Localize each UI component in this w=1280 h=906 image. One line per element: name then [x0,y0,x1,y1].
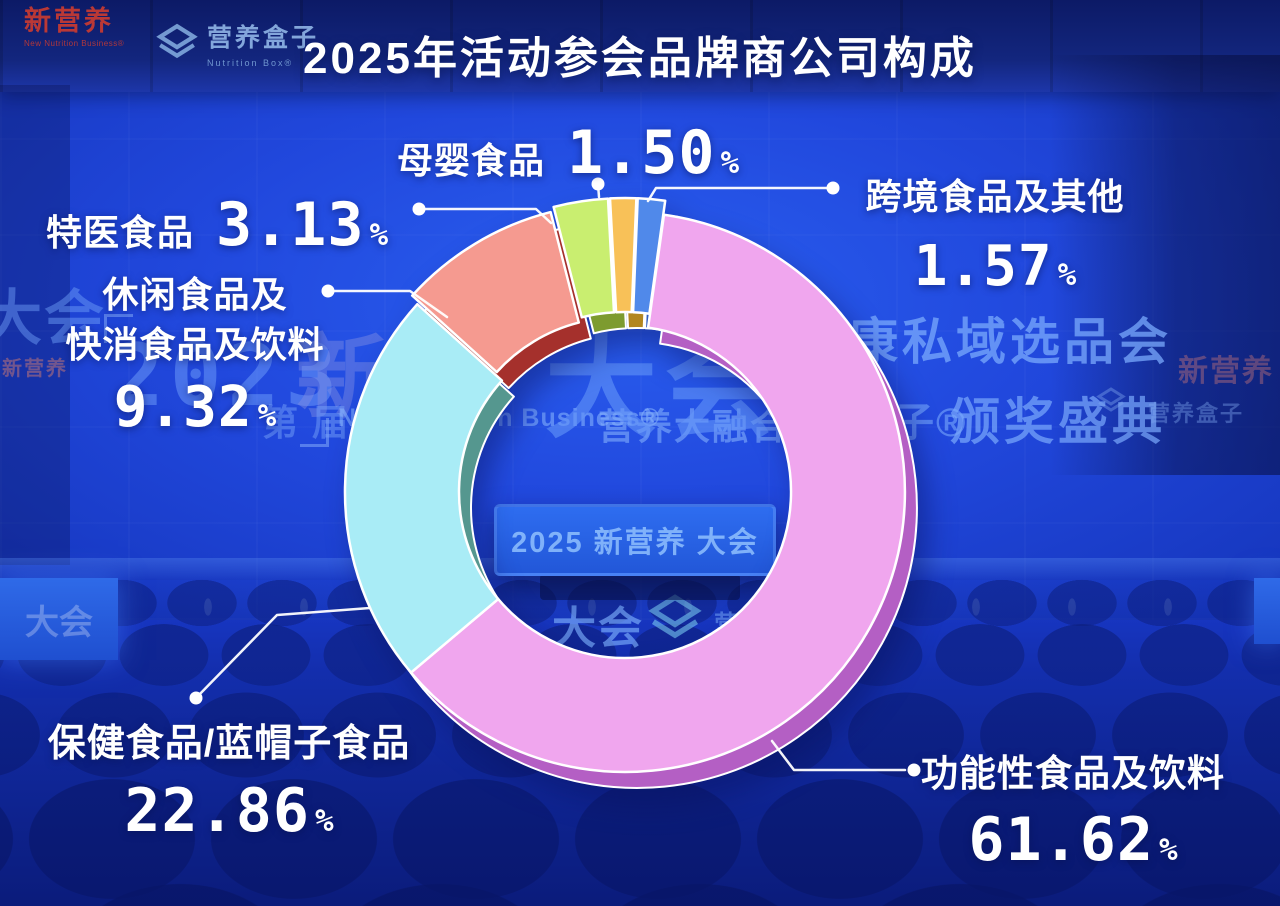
backdrop-award-text: 颁奖盛典 [950,394,1166,450]
backdrop-right-brand-text: 新营养 [1178,355,1274,388]
logo-text: 营养盒子 [207,24,320,52]
backdrop-bracket-icon [300,418,329,447]
slice-label: 母婴食品 [397,140,546,181]
left-shadow-panel [0,85,70,565]
podium-pedestal [540,574,740,600]
slice-label: 保健食品/蓝帽子食品 [47,723,411,765]
stage-podium: 2025 新营养 大会 [494,504,776,576]
backdrop-right-brand2-text: 营养盒子 [1148,401,1245,426]
backdrop-left-edge2-text: 新营养 [2,358,68,380]
logo-nutrition-box: 营养盒子 Nutrition Box® [156,18,319,68]
percent-sign: % [1158,832,1178,869]
stage-banner-text: 大会 [552,604,644,653]
box-logo-icon [648,594,702,639]
logo-subtitle: Nutrition Box® [207,58,294,68]
backdrop-bracket-icon [104,314,133,343]
slice-label: 跨境食品及其他 [865,176,1125,217]
side-screen-right [1254,578,1280,644]
slice-value: 22.86 [124,776,310,847]
slice-label-line1: 休闲食品及 [102,274,288,315]
page-title: 2025年活动参会品牌商公司构成 [303,34,977,83]
percent-sign: % [1057,256,1077,293]
side-screen-text: 大会 [25,603,93,642]
percent-sign: % [369,217,389,253]
slice-value: 3.13 [216,190,365,260]
slice-label: 特医食品 [46,212,195,253]
right-shadow-panel [1050,55,1280,475]
backdrop-siyu-text: 康私域选品会 [848,314,1172,370]
callout-teyi: 特医食品 3.13% [46,184,388,260]
callout-gongneng: 功能性食品及饮料 61.62% [903,748,1243,875]
backdrop-left-edge-text: 大会 [0,285,106,352]
backdrop-year-text: 2023 [112,326,344,426]
callout-muying: 母婴食品 1.50% [397,112,739,188]
logo-new-nutrition: 新营养 New Nutrition Business® [24,8,124,48]
backdrop-dahui-text: 大会 [545,326,785,451]
podium-text: 2025 新营养 大会 [511,527,759,559]
box-logo-icon [156,23,198,59]
slice-value: 1.50 [567,118,716,188]
box-logo-icon [1096,387,1126,412]
stage-banner2-text: 营养 [714,611,766,638]
callout-xiuxian: 休闲食品及 快消食品及饮料 9.32% [28,270,362,440]
callout-baojian: 保健食品/蓝帽子食品 22.86% [14,718,444,846]
slice-label: 功能性食品及饮料 [921,753,1225,794]
side-screen-left: 大会 [0,578,118,660]
logo-text: 新营养 [24,6,114,36]
percent-sign: % [314,803,334,840]
callout-kuajing: 跨境食品及其他 1.57% [845,172,1145,299]
slice-label-line2: 快消食品及饮料 [65,323,325,365]
logo-subtitle: New Nutrition Business® [24,39,125,48]
percent-sign: % [720,145,740,181]
slice-value: 9.32 [113,375,253,441]
slice-value: 61.62 [968,805,1154,876]
backdrop-edition-text: 第 届 [262,402,351,443]
percent-sign: % [257,398,277,435]
slice-value: 1.57 [913,233,1053,299]
